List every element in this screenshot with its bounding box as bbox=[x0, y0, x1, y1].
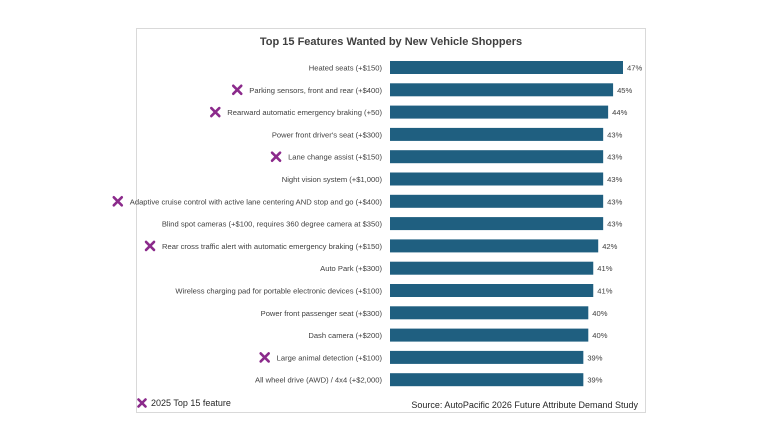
bar-12 bbox=[390, 328, 589, 342]
bar-11 bbox=[390, 306, 589, 320]
top15-marker-1 bbox=[231, 84, 243, 96]
chart-title: Top 15 Features Wanted by New Vehicle Sh… bbox=[259, 36, 523, 48]
value-label-4: 43% bbox=[607, 153, 622, 162]
category-label-14: All wheel drive (AWD) / 4x4 (+$2,000) bbox=[255, 376, 382, 385]
category-label-5: Night vision system (+$1,000) bbox=[282, 175, 383, 184]
category-label-1: Parking sensors, front and rear (+$400) bbox=[249, 86, 382, 95]
bar-14 bbox=[390, 373, 584, 387]
source-note: Source: AutoPacific 2026 Future Attribut… bbox=[411, 400, 638, 410]
value-label-14: 39% bbox=[587, 376, 602, 385]
value-label-11: 40% bbox=[592, 309, 607, 318]
top15-marker-13 bbox=[259, 352, 270, 363]
bar-4 bbox=[390, 150, 604, 164]
value-label-12: 40% bbox=[592, 331, 607, 340]
category-label-0: Heated seats (+$150) bbox=[309, 64, 383, 73]
bar-8 bbox=[390, 239, 599, 253]
value-label-3: 43% bbox=[607, 130, 622, 139]
value-label-0: 47% bbox=[627, 64, 642, 73]
value-label-13: 39% bbox=[587, 353, 602, 362]
value-label-8: 42% bbox=[602, 242, 617, 251]
legend: 2025 Top 15 feature bbox=[137, 398, 231, 408]
category-label-2: Rearward automatic emergency braking (+5… bbox=[227, 108, 382, 117]
category-label-6: Adaptive cruise control with active lane… bbox=[130, 197, 383, 206]
category-label-8: Rear cross traffic alert with automatic … bbox=[162, 242, 382, 251]
value-label-6: 43% bbox=[607, 197, 622, 206]
value-label-5: 43% bbox=[607, 175, 622, 184]
top15-marker-4 bbox=[270, 151, 282, 162]
category-label-9: Auto Park (+$300) bbox=[320, 264, 382, 273]
category-label-10: Wireless charging pad for portable elect… bbox=[175, 287, 382, 296]
top15-marker-6 bbox=[112, 196, 124, 207]
bar-2 bbox=[390, 105, 609, 119]
bar-3 bbox=[390, 127, 604, 141]
category-label-7: Blind spot cameras (+$100, requires 360 … bbox=[162, 220, 383, 229]
bar-5 bbox=[390, 172, 604, 186]
bar-0 bbox=[390, 61, 623, 74]
value-label-9: 41% bbox=[597, 264, 612, 273]
category-label-4: Lane change assist (+$150) bbox=[288, 153, 382, 162]
category-label-12: Dash camera (+$200) bbox=[308, 331, 382, 340]
top15-marker-8 bbox=[144, 240, 156, 252]
value-label-1: 45% bbox=[617, 86, 632, 95]
bar-6 bbox=[390, 194, 604, 208]
category-label-11: Power front passenger seat (+$300) bbox=[261, 309, 383, 318]
top15-marker-2 bbox=[209, 106, 221, 118]
x-mark-icon bbox=[137, 398, 147, 408]
bar-7 bbox=[390, 217, 604, 231]
bar-13 bbox=[390, 350, 584, 364]
category-label-13: Large animal detection (+$100) bbox=[277, 353, 383, 362]
value-label-10: 41% bbox=[597, 287, 612, 296]
value-label-2: 44% bbox=[612, 108, 627, 117]
legend-label: 2025 Top 15 feature bbox=[151, 398, 231, 408]
value-label-7: 43% bbox=[607, 220, 622, 229]
category-label-3: Power front driver's seat (+$300) bbox=[272, 130, 383, 139]
bar-9 bbox=[390, 261, 594, 275]
bar-10 bbox=[390, 284, 594, 297]
bar-1 bbox=[390, 83, 614, 97]
